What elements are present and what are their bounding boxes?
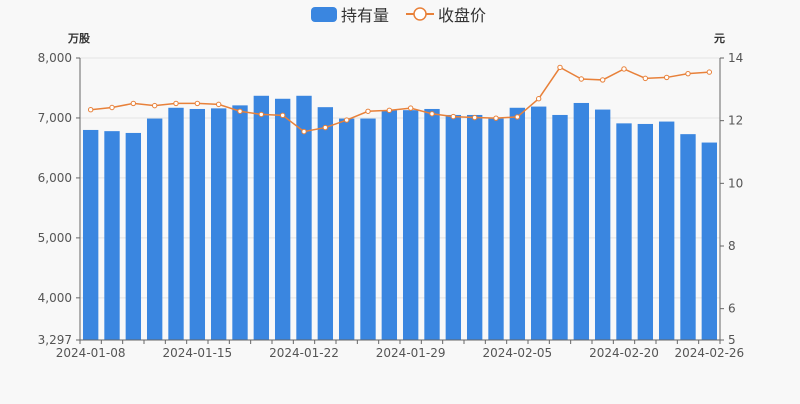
close-price-point[interactable] <box>663 74 670 81</box>
close-price-point[interactable] <box>365 108 371 114</box>
x-tick-label: 2024-01-22 <box>269 346 339 360</box>
close-price-point[interactable] <box>450 113 457 120</box>
right-tick-label: 14 <box>728 51 743 65</box>
close-price-point[interactable] <box>642 75 649 82</box>
holdings-bar[interactable] <box>253 95 270 340</box>
close-price-point[interactable] <box>407 105 414 111</box>
holdings-bar[interactable] <box>573 102 590 340</box>
legend-swatch-holdings <box>311 7 337 22</box>
legend-item-close-price[interactable]: 收盘价 <box>406 6 486 25</box>
holdings-bar[interactable] <box>232 105 248 341</box>
holdings-bar[interactable] <box>658 121 675 340</box>
holdings-bar[interactable] <box>82 129 99 340</box>
holdings-bar[interactable] <box>637 123 654 341</box>
holdings-bar[interactable] <box>168 107 184 341</box>
left-tick-label: 5,000 <box>38 231 72 245</box>
close-price-point[interactable] <box>557 64 563 71</box>
close-price-point[interactable] <box>237 108 243 114</box>
legend-item-holdings[interactable]: 持有量 <box>311 6 389 25</box>
close-price-point[interactable] <box>301 128 307 135</box>
close-price-point[interactable] <box>706 69 713 75</box>
close-price-point[interactable] <box>578 76 585 82</box>
legend[interactable]: 持有量 收盘价 <box>311 6 486 25</box>
close-price-point[interactable] <box>279 112 286 119</box>
holdings-bar[interactable] <box>424 108 440 340</box>
holdings-bar[interactable] <box>594 109 611 340</box>
x-tick-label: 2024-01-15 <box>162 346 232 360</box>
holdings-bar[interactable] <box>296 95 312 340</box>
x-tick-label: 2024-02-20 <box>589 346 659 360</box>
x-tick-label: 2024-01-29 <box>376 346 446 360</box>
holdings-bar[interactable] <box>616 123 632 340</box>
legend-label-close-price: 收盘价 <box>438 6 486 25</box>
close-price-point[interactable] <box>109 104 115 111</box>
close-price-point[interactable] <box>471 114 478 121</box>
holdings-bar[interactable] <box>146 118 163 340</box>
holdings-bar[interactable] <box>466 114 483 341</box>
holdings-bar[interactable] <box>488 118 504 340</box>
left-tick-label: 3,297 <box>38 333 72 347</box>
right-tick-label: 10 <box>728 176 743 190</box>
holdings-bar[interactable] <box>125 132 142 340</box>
left-tick-label: 4,000 <box>38 291 72 305</box>
holdings-bar[interactable] <box>360 118 376 340</box>
holdings-bar[interactable] <box>680 134 696 340</box>
legend-marker-close-price <box>413 7 427 21</box>
holdings-bar[interactable] <box>552 114 568 341</box>
close-price-point[interactable] <box>173 100 179 107</box>
holdings-bar[interactable] <box>530 106 547 340</box>
close-price-point[interactable] <box>322 124 329 131</box>
close-price-point[interactable] <box>685 70 691 77</box>
legend-label-holdings: 持有量 <box>341 6 389 25</box>
close-price-point[interactable] <box>621 66 627 72</box>
close-price-point[interactable] <box>599 77 606 83</box>
right-tick-label: 8 <box>728 239 736 253</box>
right-tick-label: 5 <box>728 333 736 347</box>
holdings-bar[interactable] <box>701 142 718 340</box>
holdings-bar[interactable] <box>317 107 334 340</box>
holdings-bar[interactable] <box>445 114 462 341</box>
holdings-bar[interactable] <box>274 98 291 341</box>
close-price-point[interactable] <box>535 96 542 102</box>
close-price-point[interactable] <box>343 117 350 123</box>
left-tick-label: 7,000 <box>38 111 72 125</box>
right-tick-label: 6 <box>728 302 736 316</box>
close-price-point[interactable] <box>493 115 499 121</box>
holdings-bar[interactable] <box>189 108 206 340</box>
x-tick-label: 2024-02-05 <box>482 346 552 360</box>
close-price-point[interactable] <box>194 100 201 107</box>
close-price-point[interactable] <box>130 100 137 107</box>
holdings-bar[interactable] <box>210 108 227 341</box>
close-price-line <box>90 66 710 133</box>
holdings-bar[interactable] <box>402 110 419 340</box>
holdings-bar[interactable] <box>509 107 526 341</box>
close-price-point[interactable] <box>87 107 94 113</box>
x-tick-label: 2024-01-08 <box>56 346 126 360</box>
close-price-point[interactable] <box>258 111 265 118</box>
x-tick-label: 2024-02-26 <box>674 346 744 360</box>
holdings-bar[interactable] <box>381 110 398 340</box>
left-tick-label: 8,000 <box>38 51 72 65</box>
close-price-point[interactable] <box>386 107 393 114</box>
left-axis-unit: 万股 <box>67 32 91 45</box>
holdings-bar[interactable] <box>338 118 355 340</box>
right-tick-label: 12 <box>728 114 743 128</box>
right-axis-unit: 元 <box>714 32 725 45</box>
left-tick-label: 6,000 <box>38 171 72 185</box>
holdings-bar[interactable] <box>104 131 120 340</box>
close-price-point[interactable] <box>514 114 521 120</box>
close-price-point[interactable] <box>151 102 158 109</box>
close-price-point[interactable] <box>429 111 435 117</box>
close-price-point[interactable] <box>215 101 222 108</box>
